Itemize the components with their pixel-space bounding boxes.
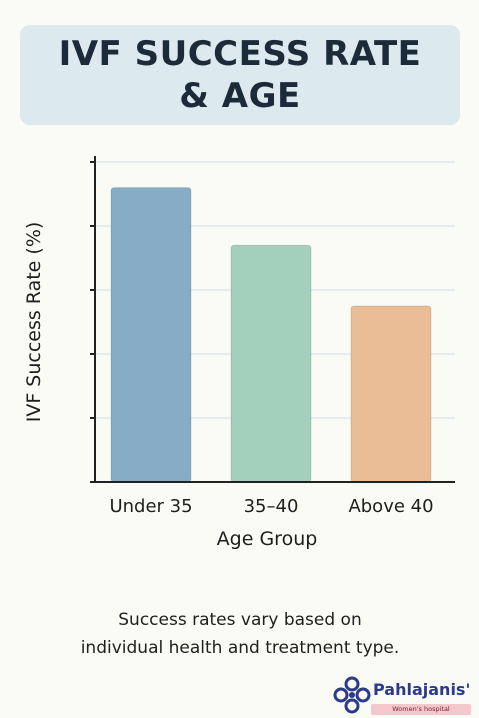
logo-subtitle: Women's hospital: [371, 704, 471, 715]
bar: [230, 244, 312, 483]
bar: [350, 305, 432, 483]
bar-chart: Under 35 35–40 Above 40 Age Group IVF Succes…: [23, 156, 455, 550]
bar: [110, 187, 192, 483]
hospital-logo: Pahlajanis' Women's hospital: [333, 674, 479, 718]
x-axis-label: Age Group: [217, 528, 318, 550]
logo-name: Pahlajanis': [373, 680, 471, 699]
flower-knot-icon: [333, 676, 371, 714]
title-banner: IVF SUCCESS RATE & AGE: [20, 25, 460, 125]
caption-line-2: individual health and treatment type.: [80, 638, 400, 658]
y-axis-label: IVF Success Rate (%): [23, 222, 45, 423]
x-tick-label: Above 40: [348, 496, 433, 517]
x-tick-label: 35–40: [244, 496, 299, 517]
caption-line-1: Success rates vary based on: [118, 610, 362, 630]
x-tick-label: Under 35: [109, 496, 192, 517]
chart-title: IVF SUCCESS RATE & AGE: [58, 34, 422, 116]
caption: Success rates vary based on individual h…: [20, 606, 460, 662]
